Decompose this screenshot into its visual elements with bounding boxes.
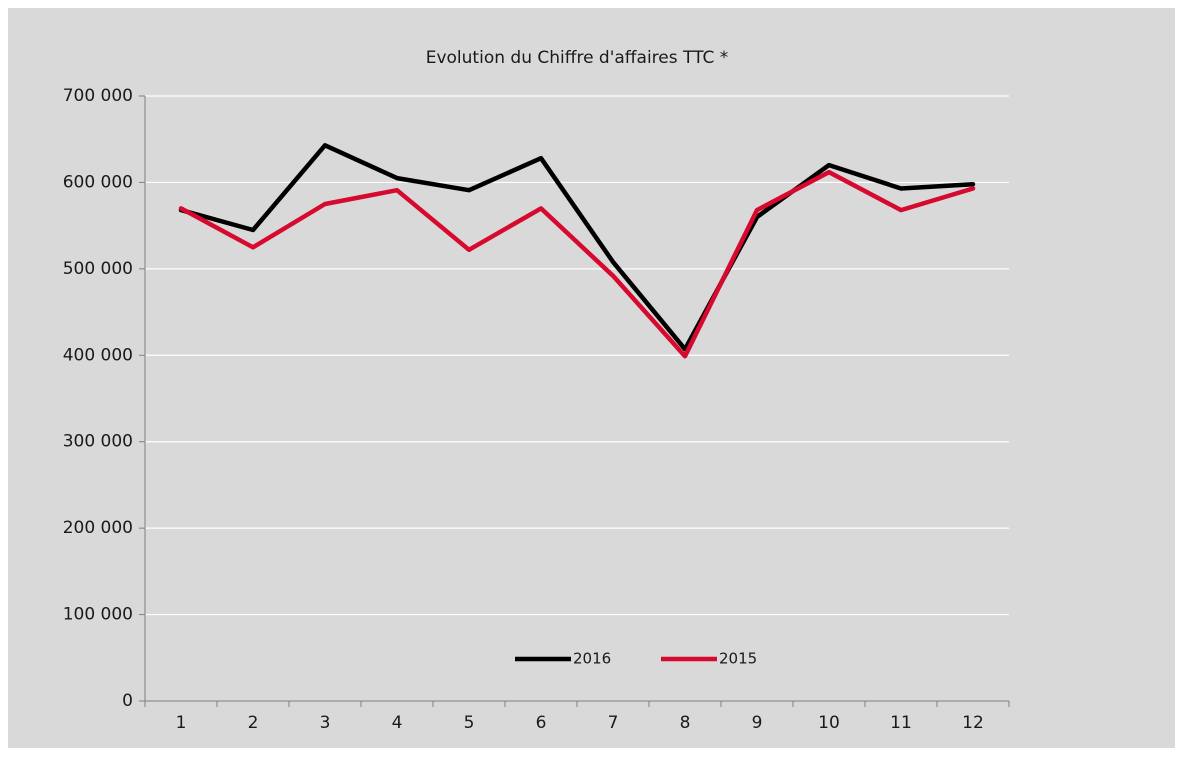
y-tick-label: 0 <box>122 691 133 711</box>
y-tick-label: 700 000 <box>63 86 133 106</box>
y-tick-label: 400 000 <box>63 345 133 365</box>
x-tick-label: 8 <box>680 713 691 733</box>
series-line <box>178 143 976 352</box>
x-tick-label: 7 <box>608 713 619 733</box>
x-tick-label: 5 <box>464 713 475 733</box>
x-tick-label: 10 <box>818 713 840 733</box>
x-tick-label: 6 <box>536 713 547 733</box>
y-tick-label: 600 000 <box>63 172 133 192</box>
chart-title: Evolution du Chiffre d'affaires TTC * <box>426 48 729 68</box>
legend-label: 2015 <box>719 650 757 668</box>
x-tick-label: 3 <box>320 713 331 733</box>
x-tick-label: 9 <box>752 713 763 733</box>
x-tick-label: 4 <box>392 713 403 733</box>
y-tick-label: 500 000 <box>63 259 133 279</box>
x-tick-label: 1 <box>176 713 187 733</box>
x-tick-label: 2 <box>248 713 259 733</box>
y-tick-label: 200 000 <box>63 518 133 538</box>
series-line <box>178 169 976 359</box>
y-tick-label: 100 000 <box>63 605 133 625</box>
legend-label: 2016 <box>573 650 611 668</box>
x-tick-label: 11 <box>890 713 912 733</box>
y-tick-label: 300 000 <box>63 432 133 452</box>
chart-background <box>8 8 1175 748</box>
x-tick-label: 12 <box>962 713 984 733</box>
